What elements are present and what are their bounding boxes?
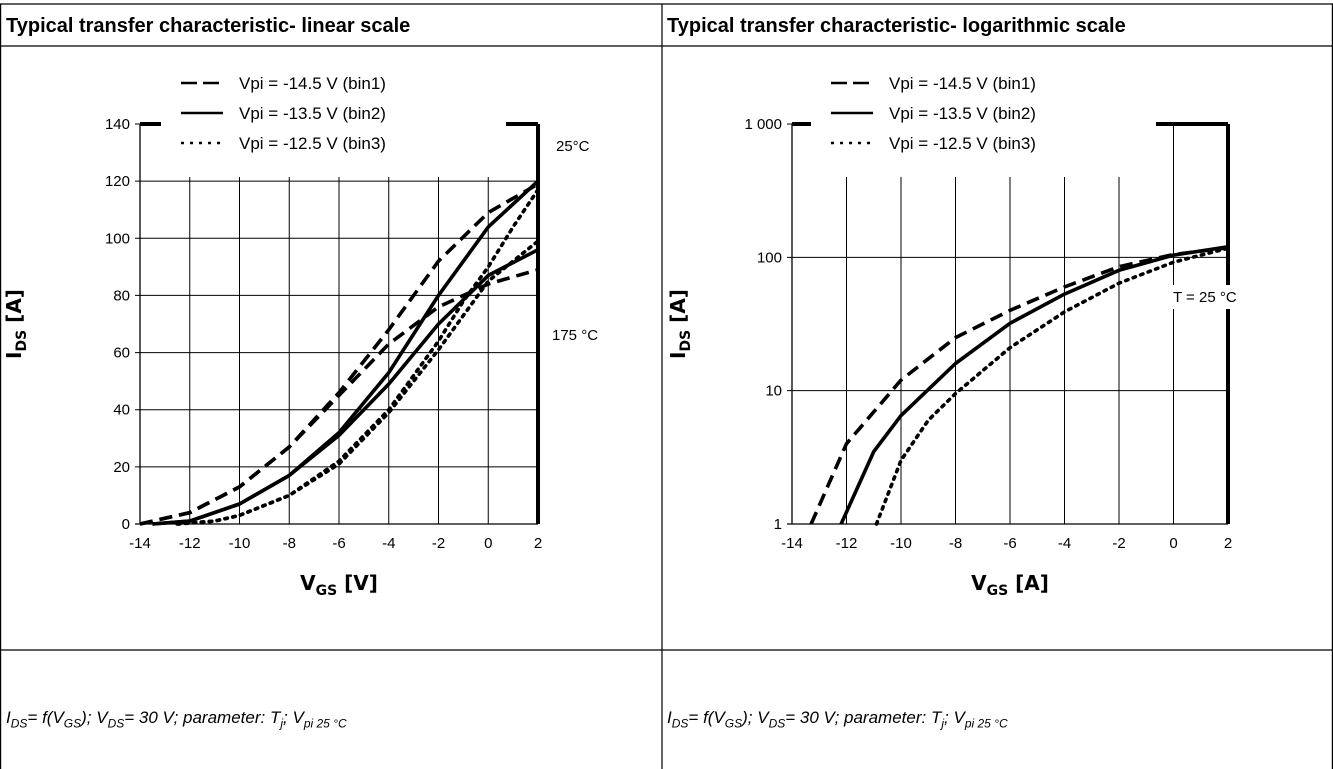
x-tick-label: -14	[781, 535, 803, 552]
annotation-label: 175 °C	[552, 327, 598, 344]
legend-label: Vpi = -12.5 V (bin3)	[889, 134, 1036, 153]
x-tick-label: -12	[179, 535, 201, 552]
x-tick-label: 0	[1169, 535, 1177, 552]
x-tick-label: -6	[332, 535, 345, 552]
series-line-solid	[839, 245, 1229, 525]
annotation-label: T = 25 °C	[1173, 289, 1237, 306]
left-caption: IDS= f(VGS); VDS= 30 V; parameter: Tj; V…	[6, 708, 347, 731]
y-tick-label: 100	[757, 249, 782, 266]
y-tick-label: 1	[774, 516, 782, 533]
y-tick-label: 100	[105, 230, 130, 247]
series-line-dotted	[175, 239, 540, 526]
y-tick-label: 0	[122, 516, 130, 533]
x-tick-label: -2	[1112, 535, 1125, 552]
y-axis-title: IDS [A]	[666, 289, 694, 359]
y-axis-title: IDS [A]	[2, 289, 30, 359]
right-caption: IDS= f(VGS); VDS= 30 V; parameter: Tj; V…	[667, 708, 1008, 731]
x-tick-label: 2	[1224, 535, 1232, 552]
y-tick-label: 120	[105, 173, 130, 190]
right-cell-title: Typical transfer characteristic- logarit…	[667, 15, 1126, 37]
y-tick-label: 80	[113, 287, 130, 304]
log-transfer-chart: -14 -12 -10 -8 -6 -4 -2 0 2 1 10 100 1 000 Vpi = -14.…	[666, 65, 1273, 599]
series-line-dotted	[874, 246, 1230, 526]
legend-label: Vpi = -13.5 V (bin2)	[889, 104, 1036, 123]
x-axis-title: VGS [A]	[971, 571, 1049, 599]
y-tick-label: 60	[113, 345, 130, 362]
linear-transfer-chart: -14 -12 -10 -8 -6 -4 -2 0 2020406080100120140Vpi…	[2, 65, 616, 599]
legend-label: Vpi = -14.5 V (bin1)	[239, 74, 386, 93]
series-line-dashed	[809, 245, 1229, 525]
x-tick-label: -8	[283, 535, 296, 552]
x-tick-label: 2	[534, 535, 542, 552]
y-tick-label: 1 000	[744, 116, 782, 133]
x-tick-label: -2	[432, 535, 445, 552]
y-tick-label: 20	[113, 459, 130, 476]
annotation-bg	[546, 323, 616, 347]
series-line-solid	[152, 248, 539, 526]
annotation-bg	[550, 134, 610, 158]
y-tick-label: 140	[105, 116, 130, 133]
y-tick-label: 10	[765, 383, 782, 400]
series-line-dotted	[175, 187, 540, 526]
x-tick-label: -12	[836, 535, 858, 552]
legend-label: Vpi = -12.5 V (bin3)	[239, 134, 386, 153]
legend-label: Vpi = -14.5 V (bin1)	[889, 74, 1036, 93]
legend-label: Vpi = -13.5 V (bin2)	[239, 104, 386, 123]
x-tick-label: -10	[890, 535, 912, 552]
x-tick-label: -10	[229, 535, 251, 552]
x-tick-label: -4	[382, 535, 395, 552]
y-tick-label: 40	[113, 402, 130, 419]
x-tick-label: -8	[949, 535, 962, 552]
annotation-bg	[1167, 285, 1273, 309]
x-tick-label: -4	[1058, 535, 1071, 552]
left-cell-title: Typical transfer characteristic- linear …	[6, 15, 411, 37]
x-tick-label: -6	[1003, 535, 1016, 552]
x-axis-title: VGS [V]	[300, 571, 378, 599]
annotation-label: 25°C	[556, 138, 590, 155]
x-tick-label: 0	[484, 535, 492, 552]
x-tick-label: -14	[129, 535, 151, 552]
